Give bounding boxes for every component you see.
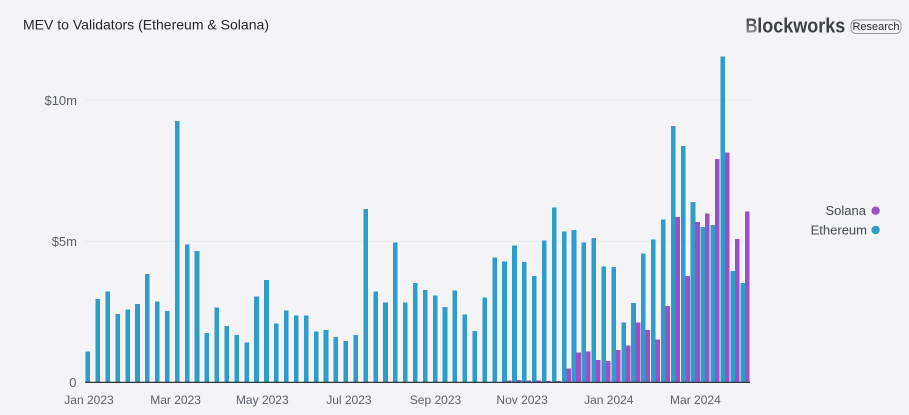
svg-text:Jan 2023: Jan 2023 <box>64 393 114 407</box>
svg-text:Ethereum: Ethereum <box>811 223 867 238</box>
svg-text:Mar 2023: Mar 2023 <box>150 393 201 407</box>
svg-text:Research: Research <box>852 21 899 33</box>
svg-text:MEV to Validators (Ethereum &: MEV to Validators (Ethereum & Solana) <box>23 17 269 33</box>
svg-text:$10m: $10m <box>44 93 77 108</box>
svg-text:0: 0 <box>69 375 76 390</box>
svg-text:B: B <box>746 15 758 38</box>
svg-text:$5m: $5m <box>52 234 77 249</box>
svg-text:Jan 2024: Jan 2024 <box>584 393 634 407</box>
svg-text:Sep 2023: Sep 2023 <box>410 393 462 407</box>
svg-text:Mar 2024: Mar 2024 <box>670 393 721 407</box>
svg-text:Nov 2023: Nov 2023 <box>496 393 548 407</box>
svg-text:lockworks: lockworks <box>757 15 845 38</box>
svg-text:Jul 2023: Jul 2023 <box>326 393 372 407</box>
svg-text:May 2023: May 2023 <box>236 393 289 407</box>
svg-text:Solana: Solana <box>826 203 867 218</box>
